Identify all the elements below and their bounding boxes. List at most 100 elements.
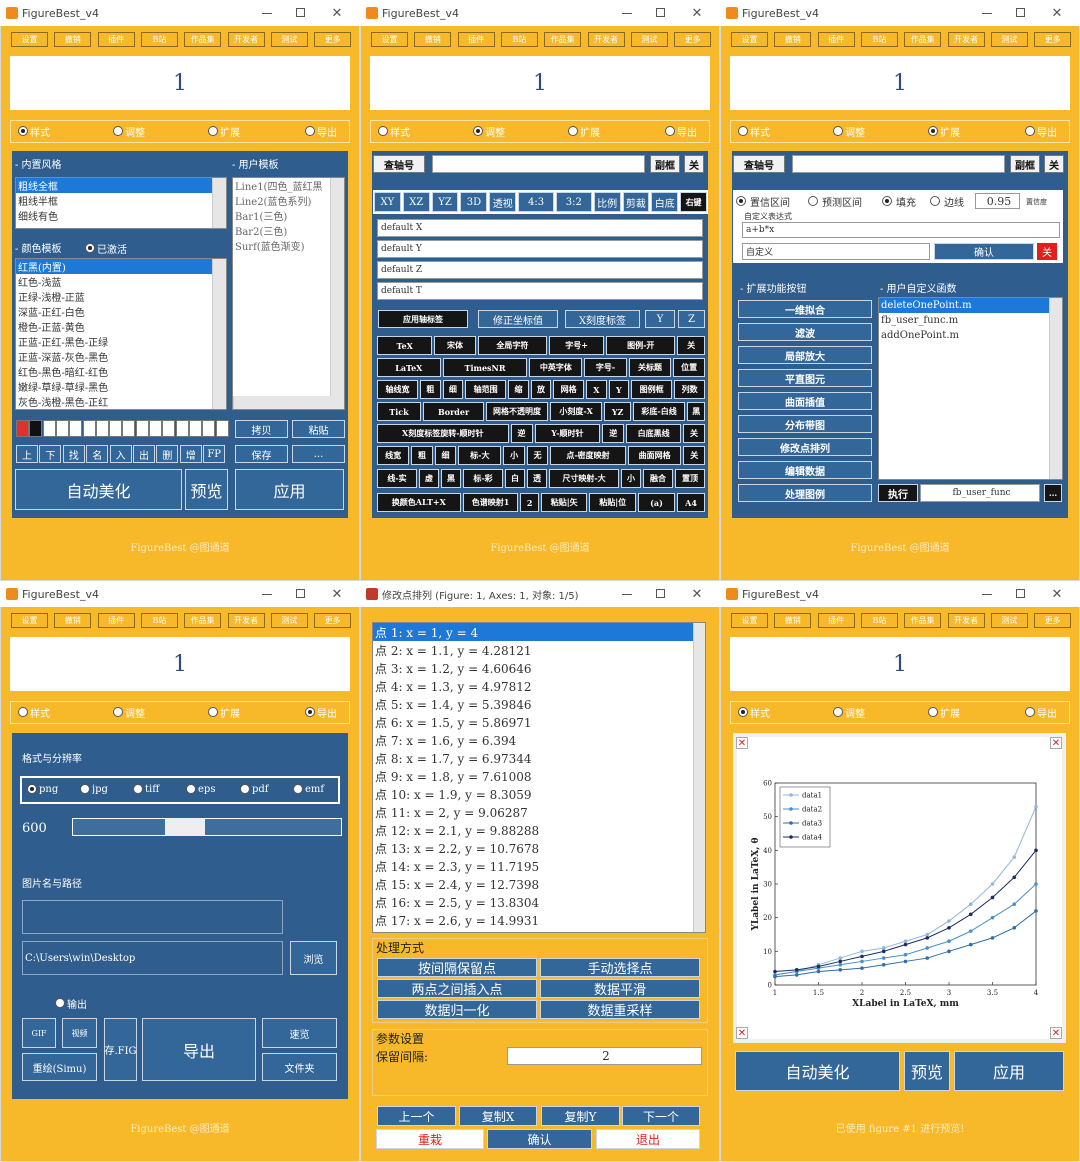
color-swatch[interactable] <box>135 420 149 437</box>
list-item[interactable]: 点 13: x = 2.2, y = 10.7678 <box>375 841 540 856</box>
toolbar-button[interactable]: B站 <box>500 32 538 47</box>
list-item[interactable]: deleteOnePoint.m <box>879 298 1049 313</box>
maximize[interactable] <box>296 589 305 598</box>
button[interactable]: 重栽 <box>376 1129 484 1149</box>
color-swatch[interactable] <box>42 420 56 437</box>
toolbar-button[interactable]: 开发者 <box>587 32 625 47</box>
button[interactable]: 点-密度映射 <box>550 446 626 465</box>
color-swatch[interactable] <box>122 420 136 437</box>
list-item[interactable]: 点 6: x = 1.5, y = 5.86971 <box>375 715 532 730</box>
button[interactable]: 复制X <box>459 1106 537 1126</box>
close-button[interactable]: ✕ <box>331 6 343 20</box>
toolbar-button[interactable]: B站 <box>860 613 898 628</box>
button[interactable]: 关 <box>684 155 704 173</box>
maximize[interactable] <box>1016 8 1025 17</box>
button[interactable]: 拷贝 <box>235 420 288 438</box>
close-figure[interactable]: ✕ <box>736 737 748 749</box>
button[interactable]: 2 <box>520 493 539 512</box>
toolbar-button[interactable]: 设置 <box>11 32 48 47</box>
radio-label[interactable]: 样式 <box>30 127 50 139</box>
toolbar-button[interactable]: 作品集 <box>904 32 942 47</box>
button[interactable]: 执行 <box>878 484 918 502</box>
button[interactable]: FP <box>203 445 226 463</box>
radio-button[interactable] <box>133 784 143 794</box>
button[interactable]: 上 <box>16 445 38 463</box>
button[interactable]: TimesNR <box>442 358 528 377</box>
button[interactable]: 一维拟合 <box>738 300 872 318</box>
close-button[interactable]: ✕ <box>691 6 703 20</box>
slider-thumb[interactable] <box>165 818 205 836</box>
button[interactable]: 图例框 <box>631 380 673 399</box>
button[interactable]: 手动选择点 <box>540 958 700 977</box>
radio-label[interactable]: 预测区间 <box>822 197 862 209</box>
radio-button[interactable] <box>928 707 938 717</box>
color-swatch[interactable] <box>16 420 29 437</box>
close-button[interactable]: ✕ <box>1051 587 1063 601</box>
radio-label[interactable]: 导出 <box>317 127 337 139</box>
radio-button[interactable] <box>113 126 123 136</box>
button[interactable]: 字号- <box>584 358 627 377</box>
button[interactable]: X刻度标签旋转-顺时针 <box>377 424 509 443</box>
radio-label[interactable]: emf <box>305 783 325 795</box>
close-button[interactable]: ✕ <box>1051 6 1063 20</box>
minimize[interactable] <box>982 594 992 595</box>
minimize[interactable] <box>622 13 632 14</box>
close-figure[interactable]: ✕ <box>736 1027 748 1039</box>
button[interactable]: 细 <box>442 380 464 399</box>
button[interactable]: 下一个 <box>622 1106 700 1126</box>
toolbar-button[interactable]: 插件 <box>97 613 135 628</box>
button[interactable]: 自动美化 <box>15 469 182 510</box>
radio-button[interactable] <box>208 707 218 717</box>
button[interactable]: 小 <box>503 446 525 465</box>
list-item[interactable]: 嫩绿-草绿-草绿-黑色 <box>18 383 109 394</box>
input[interactable] <box>432 155 645 173</box>
list-item[interactable]: 点 17: x = 2.6, y = 14.9931 <box>375 913 540 928</box>
button[interactable]: 宋体 <box>434 336 476 355</box>
toolbar-button[interactable]: 测试 <box>270 613 308 628</box>
button[interactable]: 文件夹 <box>262 1053 337 1081</box>
button[interactable]: 复制Y <box>541 1106 620 1126</box>
radio-button[interactable] <box>305 126 315 136</box>
button[interactable]: 中英字体 <box>529 358 583 377</box>
button[interactable]: 曲面插值 <box>738 392 872 410</box>
radio-label[interactable]: 填充 <box>896 197 916 209</box>
toolbar-button[interactable]: 更多 <box>1034 32 1072 47</box>
slider[interactable] <box>72 818 342 836</box>
radio-button[interactable] <box>55 998 65 1008</box>
radio-button[interactable] <box>1025 707 1035 717</box>
button[interactable]: 轴线宽 <box>377 380 419 399</box>
toolbar-button[interactable]: 作品集 <box>184 32 222 47</box>
list-item[interactable]: 点 9: x = 1.8, y = 7.61008 <box>375 769 532 784</box>
toolbar-button[interactable]: 开发者 <box>227 32 265 47</box>
button[interactable]: 标-大 <box>458 446 502 465</box>
list-item[interactable]: 粗线全框 <box>16 178 212 193</box>
button[interactable]: 列数 <box>674 380 705 399</box>
button[interactable]: 位置 <box>673 358 705 377</box>
button[interactable]: LaTeX <box>377 358 441 377</box>
radio-button[interactable] <box>85 243 95 253</box>
radio-button[interactable] <box>568 126 578 136</box>
toolbar-button[interactable]: 开发者 <box>947 613 985 628</box>
maximize[interactable] <box>656 589 665 598</box>
button[interactable]: 修改点排列 <box>738 438 872 456</box>
button[interactable]: 4:3 <box>518 192 554 212</box>
button[interactable]: 白底黑线 <box>626 424 682 443</box>
list-item[interactable]: 正绿-浅橙-正蓝 <box>18 293 85 304</box>
radio-label[interactable]: 样式 <box>750 708 770 720</box>
button[interactable]: 找 <box>62 445 85 463</box>
button[interactable]: 数据重采样 <box>540 1000 700 1019</box>
button[interactable]: 曲面网格 <box>627 446 682 465</box>
toolbar-button[interactable]: B站 <box>140 613 178 628</box>
list-item[interactable]: Surf(蓝色渐变) <box>235 242 305 253</box>
list-item[interactable]: 点 5: x = 1.4, y = 5.39846 <box>375 697 532 712</box>
button[interactable]: 副框 <box>650 155 680 173</box>
color-swatch[interactable] <box>162 420 176 437</box>
list-item[interactable]: 点 1: x = 1, y = 4 <box>373 623 693 641</box>
toolbar-button[interactable]: 作品集 <box>184 613 222 628</box>
button[interactable]: ... <box>292 445 345 463</box>
toolbar-button[interactable]: 插件 <box>817 32 855 47</box>
dropdown[interactable]: 自定义 <box>742 243 930 260</box>
button[interactable]: Y-顺时针 <box>534 424 601 443</box>
button[interactable]: 存.FIG <box>104 1018 137 1081</box>
radio-button[interactable] <box>1025 126 1035 136</box>
